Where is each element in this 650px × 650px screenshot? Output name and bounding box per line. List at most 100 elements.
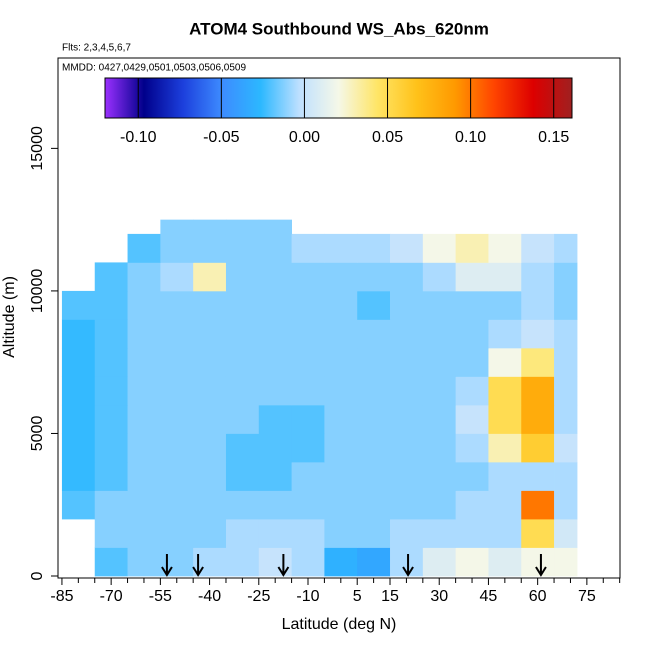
heatmap-cell: [291, 433, 325, 463]
heatmap-cell: [225, 404, 260, 434]
heatmap-cell: [291, 461, 325, 491]
heatmap-cell: [291, 547, 325, 577]
heatmap-cell: [225, 319, 260, 349]
subtitle: Flts: 2,3,4,5,6,7: [62, 43, 131, 54]
heatmap-cell: [554, 490, 578, 520]
heatmap-cell: [324, 547, 358, 577]
heatmap-cell: [357, 319, 391, 349]
x-tick-label: 45: [480, 588, 498, 605]
heatmap-cell: [455, 404, 489, 434]
heatmap-cell: [488, 433, 522, 463]
heatmap-cell: [258, 490, 292, 520]
heatmap-cell: [357, 376, 391, 406]
heatmap-cell: [127, 433, 161, 463]
heatmap-cell: [291, 518, 325, 548]
heatmap-cell: [554, 262, 578, 292]
heatmap-cell: [324, 404, 358, 434]
heatmap-cell: [61, 404, 96, 434]
heatmap-cell: [160, 262, 194, 292]
heatmap-cell: [193, 319, 227, 349]
x-tick-label: 60: [529, 588, 547, 605]
heatmap-cell: [258, 290, 292, 320]
heatmap-cell: [160, 376, 194, 406]
heatmap-cell: [455, 233, 489, 263]
x-axis-label: Latitude (deg N): [282, 616, 397, 633]
heatmap-cell: [422, 233, 457, 263]
heatmap-cell: [554, 518, 578, 548]
heatmap-cell: [193, 347, 227, 377]
heatmap-cell: [94, 404, 128, 434]
heatmap-cell: [127, 319, 161, 349]
heatmap-cell: [554, 404, 578, 434]
y-axis-label: Altitude (m): [1, 276, 18, 358]
heatmap-cell: [455, 376, 489, 406]
heatmap-cell: [324, 233, 358, 263]
arrow: [535, 554, 547, 577]
heatmap-cell: [455, 347, 489, 377]
heatmap-cell: [291, 290, 325, 320]
heatmap-cell: [521, 262, 555, 292]
heatmap-cell: [193, 262, 227, 292]
heatmap-cell: [324, 518, 358, 548]
x-tick-label: -85: [50, 588, 73, 605]
heatmap-cell: [357, 290, 391, 320]
heatmap-cell: [127, 518, 161, 548]
heatmap-cell: [225, 518, 260, 548]
heatmap-cell: [258, 404, 292, 434]
heatmap-cell: [390, 376, 424, 406]
heatmap-cell: [225, 376, 260, 406]
heatmap-cell: [160, 290, 194, 320]
heatmap-cell: [127, 233, 161, 263]
heatmap-cell: [521, 376, 555, 406]
heatmap-cell: [357, 347, 391, 377]
heatmap-cell: [160, 319, 194, 349]
colorbar-tick-label: 0.00: [289, 129, 320, 146]
heatmap-cell: [193, 433, 227, 463]
heatmap-cell: [422, 490, 457, 520]
heatmap-cell: [554, 347, 578, 377]
heatmap-cell: [390, 233, 424, 263]
arrow: [192, 554, 204, 577]
plot-frame: [57, 57, 621, 579]
arrow: [277, 554, 290, 577]
heatmap-cell: [193, 376, 227, 406]
heatmap-cell: [521, 461, 555, 491]
heatmap-cell: [94, 290, 128, 320]
heatmap-cell: [324, 262, 358, 292]
heatmap-cell: [422, 547, 457, 577]
heatmap-cell: [455, 433, 489, 463]
heatmap-cell: [422, 376, 457, 406]
heatmap-cell: [291, 347, 325, 377]
x-tick-label: -25: [247, 588, 270, 605]
arrow: [161, 554, 173, 577]
heatmap-cell: [160, 490, 194, 520]
heatmap-cell: [160, 233, 194, 263]
heatmap-cell: [554, 319, 578, 349]
heatmap: [61, 219, 578, 577]
heatmap-cell: [193, 290, 227, 320]
heatmap-cell: [61, 461, 96, 491]
heatmap-cell: [160, 518, 194, 548]
heatmap-cell: [455, 547, 489, 577]
heatmap-cell: [357, 547, 391, 577]
heatmap-cell: [127, 547, 161, 577]
heatmap-cell: [225, 347, 260, 377]
heatmap-cell: [357, 233, 391, 263]
colorbar-tick-label: 0.10: [455, 129, 486, 146]
overlay: -85 -70 -55 -40 -25 -10 5 15 30 45 60 75 0 5000 10000 1…: [29, 57, 621, 605]
heatmap-cell: [258, 319, 292, 349]
heatmap-cell: [291, 376, 325, 406]
heatmap-cell: [554, 376, 578, 406]
heatmap-cell: [357, 461, 391, 491]
x-tick-label: -70: [100, 588, 123, 605]
heatmap-cell: [422, 290, 457, 320]
heatmap-cell: [455, 262, 489, 292]
heatmap-cell: [258, 219, 292, 235]
heatmap-cell: [488, 490, 522, 520]
x-tick-label: -10: [296, 588, 319, 605]
heatmap-cell: [357, 404, 391, 434]
heatmap-cell: [61, 376, 96, 406]
heatmap-cell: [554, 433, 578, 463]
heatmap-cell: [258, 376, 292, 406]
heatmap-cell: [291, 262, 325, 292]
